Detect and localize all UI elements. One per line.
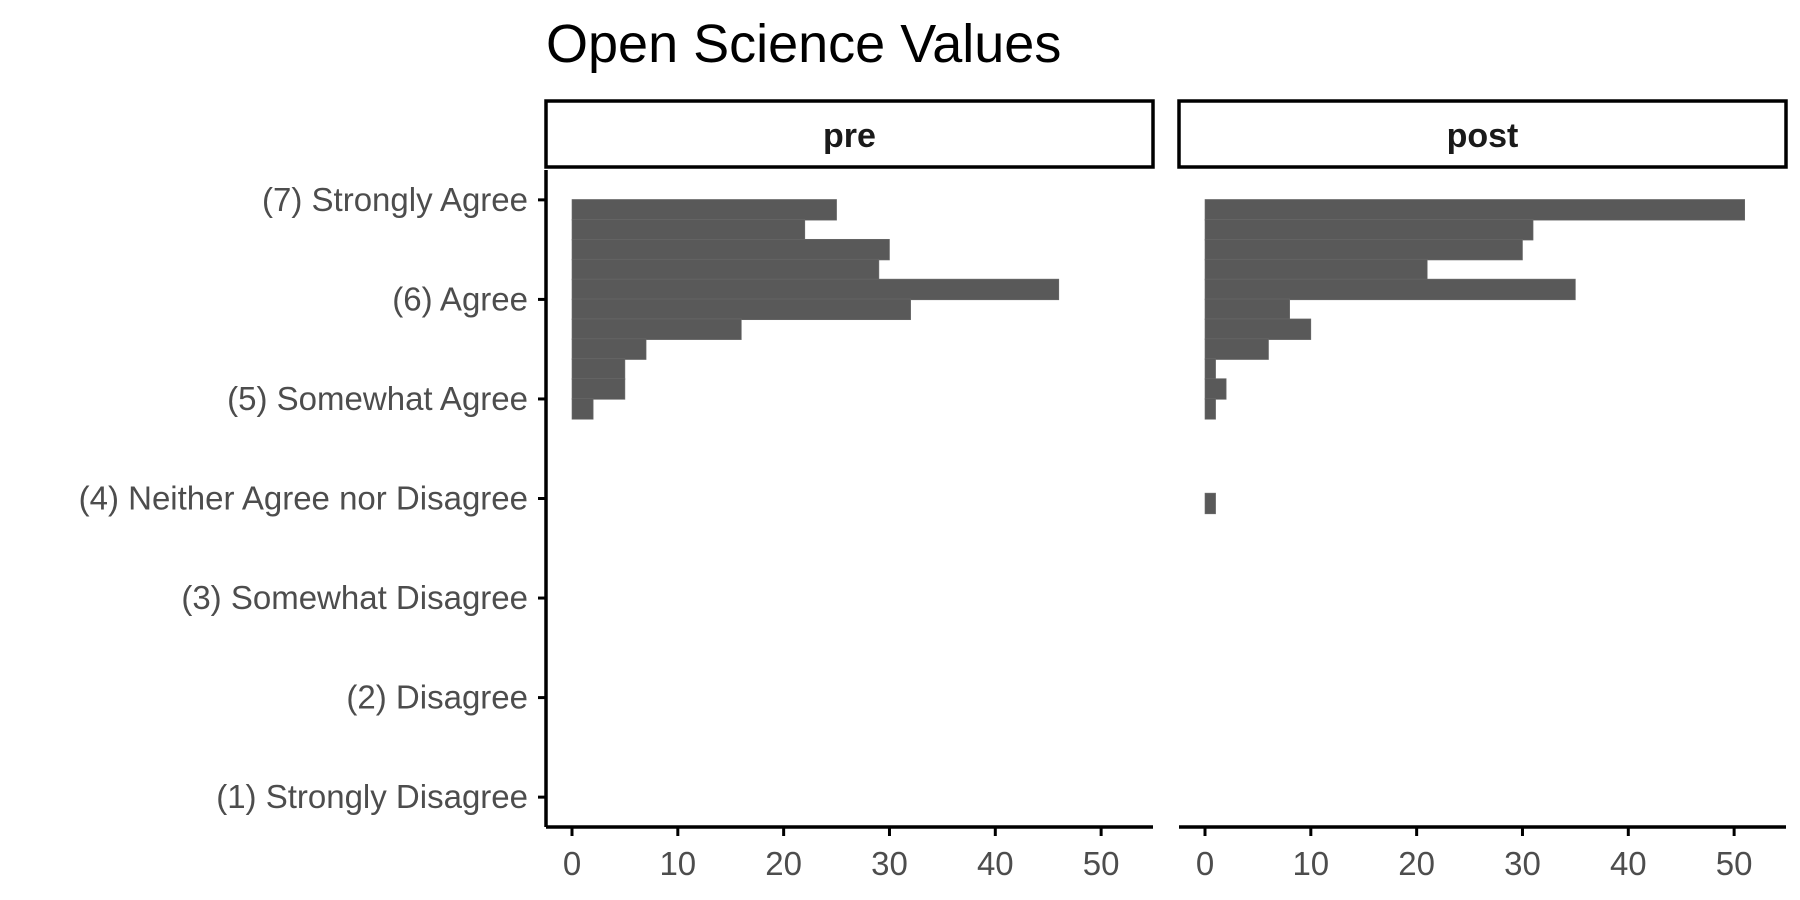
x-tick-label: 10 xyxy=(659,845,696,882)
facet-label-pre: pre xyxy=(823,117,876,155)
bar-pre xyxy=(571,378,626,400)
bar-post xyxy=(1204,238,1523,261)
chart-title: Open Science Values xyxy=(546,14,1061,74)
y-tick-label: (5) Somewhat Agree xyxy=(227,380,528,417)
bar-post xyxy=(1204,378,1227,400)
bar-pre xyxy=(571,338,647,360)
facet-label-post: post xyxy=(1447,117,1519,155)
bar-post xyxy=(1204,398,1216,420)
bar-pre xyxy=(571,298,911,321)
x-tick-label: 20 xyxy=(1398,845,1435,882)
y-tick-label: (6) Agree xyxy=(392,280,528,317)
bar-pre xyxy=(571,219,806,241)
x-tick-label: 40 xyxy=(1610,845,1647,882)
y-tick-label: (7) Strongly Agree xyxy=(262,181,528,218)
x-tick-label: 10 xyxy=(1292,845,1329,882)
y-tick-label: (1) Strongly Disagree xyxy=(216,778,528,815)
bar-pre xyxy=(571,398,594,420)
x-tick-label: 30 xyxy=(1504,845,1541,882)
bar-post xyxy=(1204,318,1312,340)
bar-pre xyxy=(571,258,880,281)
x-tick-label: 50 xyxy=(1716,845,1753,882)
bar-post xyxy=(1204,358,1216,380)
bar-post xyxy=(1204,199,1746,221)
facet-strip-post xyxy=(1177,99,1788,169)
x-tick-label: 20 xyxy=(765,845,802,882)
bar-pre xyxy=(571,238,890,261)
x-tick-label: 50 xyxy=(1083,845,1120,882)
y-tick-label: (4) Neither Agree nor Disagree xyxy=(79,480,528,517)
plot-layer: (1) Strongly Disagree (2) Disagree (3) Som… xyxy=(79,99,1788,882)
bar-pre xyxy=(571,199,837,221)
bar-pre xyxy=(571,318,742,340)
x-tick-label: 40 xyxy=(977,845,1014,882)
y-tick-label: (2) Disagree xyxy=(346,679,528,716)
x-tick-label: 30 xyxy=(871,845,908,882)
bar-post xyxy=(1204,338,1269,360)
bar-post xyxy=(1204,278,1576,301)
bar-post xyxy=(1204,219,1534,241)
x-tick-label: 0 xyxy=(1196,845,1214,882)
bar-pre xyxy=(571,358,626,380)
facet-strip-pre xyxy=(544,99,1155,169)
bar-pre xyxy=(571,278,1060,301)
y-tick-label: (3) Somewhat Disagree xyxy=(181,579,528,616)
x-tick-label: 0 xyxy=(563,845,581,882)
bar-post xyxy=(1204,298,1290,321)
bar-post xyxy=(1204,492,1216,515)
bar-post xyxy=(1204,258,1428,281)
